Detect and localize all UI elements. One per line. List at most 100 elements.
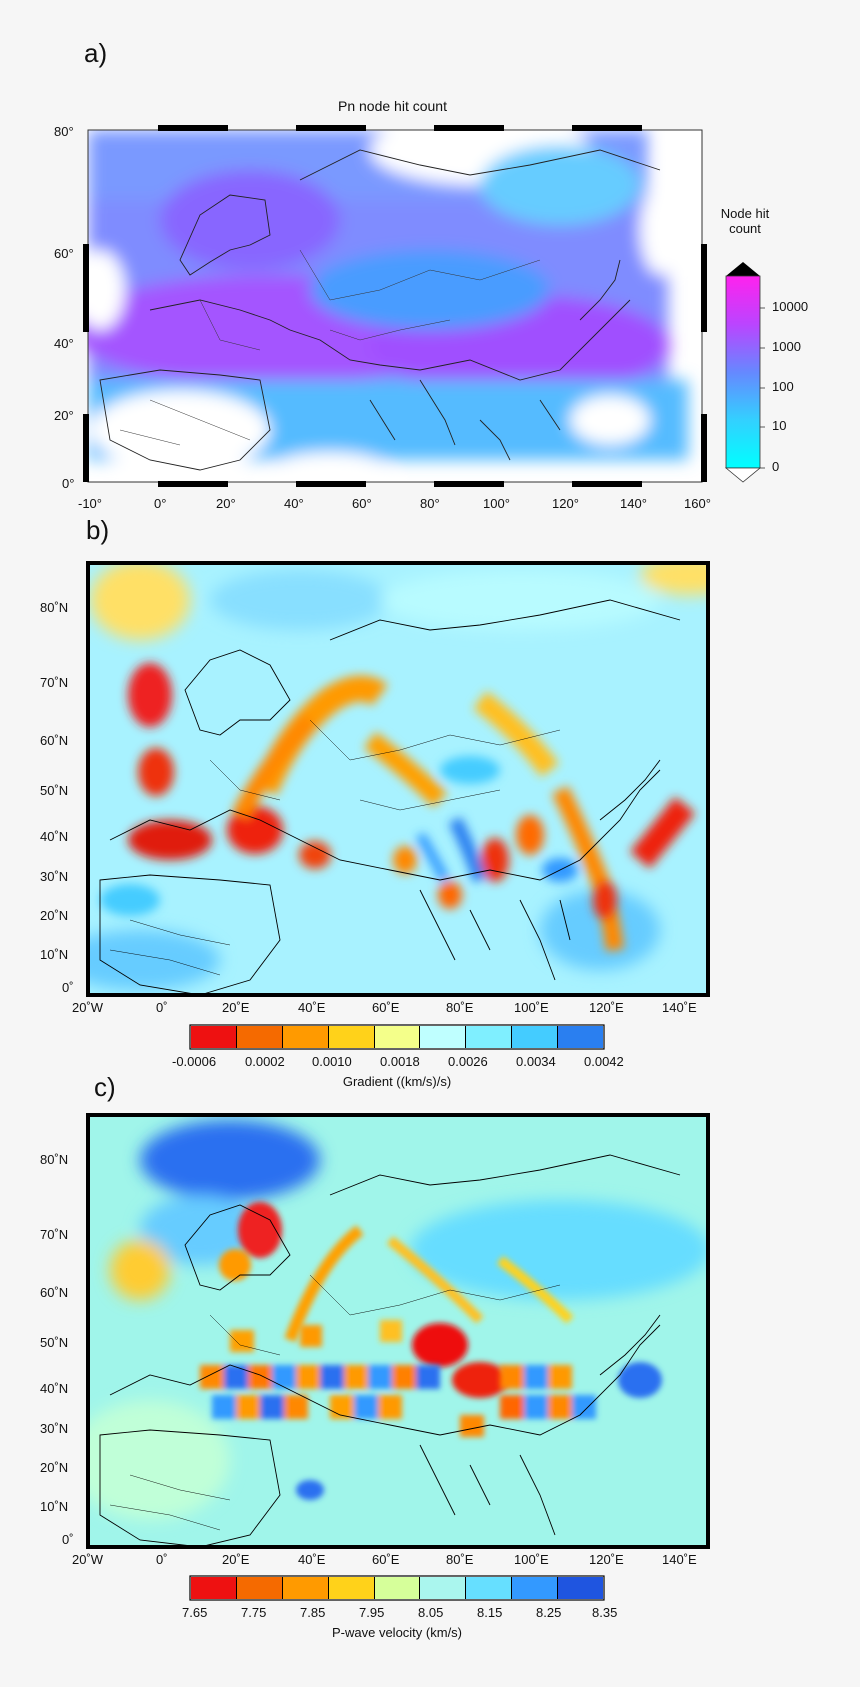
colorbar-swatch	[420, 1026, 467, 1048]
panel-b-colorbar-label: -0.0006	[172, 1054, 217, 1069]
panel-c-colorbar-label: 8.25	[536, 1605, 562, 1620]
panel-b-colorbar-label: 0.0026	[448, 1054, 488, 1069]
panel-a-ytick: 40°	[54, 336, 74, 351]
panel-b-colorbar-label: 0.0034	[516, 1054, 556, 1069]
panel-c-xtick: 60˚E	[372, 1552, 400, 1567]
colorbar-swatch	[191, 1026, 237, 1048]
panel-c-colorbar-label: 7.95	[359, 1605, 385, 1620]
panel-c-ytick: 0˚	[62, 1532, 74, 1547]
panel-c-xtick: 20˚W	[72, 1552, 104, 1567]
panel-c-colorbar-label: 8.15	[477, 1605, 503, 1620]
panel-c-colorbar-label: 7.65	[182, 1605, 208, 1620]
panel-c-colorbar-title: P-wave velocity (km/s)	[331, 1625, 463, 1640]
colorbar-swatch	[466, 1577, 513, 1599]
panel-a-ytick: 20°	[54, 408, 74, 423]
colorbar-swatch	[512, 1026, 559, 1048]
panel-b-xtick: 40˚E	[298, 1000, 326, 1015]
panel-a-xtick: 40°	[284, 496, 304, 511]
panel-c-colorbar-label: 7.75	[241, 1605, 267, 1620]
colorbar-swatch	[512, 1577, 559, 1599]
panel-b-colorbar-label: 0.0002	[245, 1054, 285, 1069]
panel-b-ytick: 10˚N	[40, 947, 69, 962]
panel-a-colorbar-label: 100	[772, 379, 794, 394]
panel-b-colorbar-label: 0.0042	[584, 1054, 624, 1069]
panel-b-xtick: 80˚E	[446, 1000, 474, 1015]
colorbar-swatch	[236, 1577, 283, 1599]
panel-b-xtick: 60˚E	[372, 1000, 400, 1015]
panel-b-colorbar-label: 0.0018	[380, 1054, 420, 1069]
colorbar-swatch	[420, 1577, 467, 1599]
panel-b-xtick: 0˚	[156, 1000, 168, 1015]
panel-b-label: b)	[86, 515, 110, 545]
panel-b-xtick: 120˚E	[589, 1000, 624, 1015]
colorbar-swatch	[328, 1577, 375, 1599]
panel-b-ytick: 0˚	[62, 980, 74, 995]
panel-a-xtick: 80°	[420, 496, 440, 511]
colorbar-swatch	[236, 1026, 283, 1048]
panel-c-colorbar-label: 8.05	[418, 1605, 444, 1620]
colorbar-swatch	[466, 1026, 513, 1048]
panel-c-colorbar-swatches	[191, 1577, 604, 1599]
colorbar-swatch	[282, 1577, 329, 1599]
panel-b-ytick: 70˚N	[40, 675, 69, 690]
panel-c-xtick: 140˚E	[662, 1552, 697, 1567]
colorbar-swatch	[558, 1026, 604, 1048]
panel-a-xtick: 20°	[216, 496, 236, 511]
panel-b-ytick: 20˚N	[40, 908, 69, 923]
panel-a-label: a)	[84, 38, 108, 68]
panel-a-ytick: 80°	[54, 124, 74, 139]
colorbar-swatch	[328, 1026, 375, 1048]
colorbar-title-line1: Node hit	[720, 206, 770, 221]
panel-a-colorbar-label: 1000	[772, 339, 801, 354]
colorbar-swatch	[191, 1577, 237, 1599]
panel-c-map	[88, 1115, 708, 1547]
panel-b-colorbar-label: 0.0010	[312, 1054, 352, 1069]
panel-c-ytick: 30˚N	[40, 1421, 69, 1436]
panel-a-ytick: 60°	[54, 246, 74, 261]
panel-c-label: c)	[94, 1072, 116, 1102]
panel-c-ytick: 20˚N	[40, 1460, 69, 1475]
panel-a-colorbar-label: 10	[772, 418, 787, 433]
panel-b-map	[88, 563, 708, 995]
panel-a-colorbar-title: Node hit count	[716, 206, 774, 236]
panel-c-colorbar-label: 8.35	[592, 1605, 618, 1620]
panel-a-xtick: 0°	[154, 496, 167, 511]
panel-a-colorbar	[725, 275, 761, 469]
panel-b-ytick: 80˚N	[40, 600, 69, 615]
panel-c-ytick: 80˚N	[40, 1152, 69, 1167]
panel-b-colorbar-swatches	[191, 1026, 604, 1048]
panel-a-colorbar-label: 0	[772, 459, 780, 474]
panel-c-ytick: 50˚N	[40, 1335, 69, 1350]
panel-b-xtick: 140˚E	[662, 1000, 697, 1015]
panel-c-xtick: 100˚E	[514, 1552, 549, 1567]
panel-b-ytick: 40˚N	[40, 829, 69, 844]
panel-a-xtick: -10°	[78, 496, 102, 511]
panel-b-xtick: 100˚E	[514, 1000, 549, 1015]
panel-c-xtick: 80˚E	[446, 1552, 474, 1567]
colorbar-swatch	[282, 1026, 329, 1048]
panel-b-colorbar-title: Gradient ((km/s)/s)	[342, 1074, 452, 1089]
panel-b-xtick: 20˚W	[72, 1000, 104, 1015]
colorbar-swatch	[374, 1026, 421, 1048]
panel-b-xtick: 20˚E	[222, 1000, 250, 1015]
panel-c-xtick: 120˚E	[589, 1552, 624, 1567]
panel-c-ytick: 10˚N	[40, 1499, 69, 1514]
panel-c-xtick: 40˚E	[298, 1552, 326, 1567]
panel-a-xtick: 160°	[684, 496, 711, 511]
panel-a-xtick: 140°	[620, 496, 647, 511]
panel-c-ytick: 40˚N	[40, 1381, 69, 1396]
panel-a-colorbar-label: 10000	[772, 299, 809, 314]
panel-b-ytick: 50˚N	[40, 783, 69, 798]
panel-b-ytick: 30˚N	[40, 869, 69, 884]
panel-c-xtick: 0˚	[156, 1552, 168, 1567]
panel-c-colorbar-label: 7.85	[300, 1605, 326, 1620]
colorbar-swatch	[558, 1577, 604, 1599]
panel-c-ytick: 70˚N	[40, 1227, 69, 1242]
panel-a-ytick: 0°	[62, 476, 75, 491]
panel-c-ytick: 60˚N	[40, 1285, 69, 1300]
colorbar-swatch	[374, 1577, 421, 1599]
colorbar-title-line2: count	[729, 221, 761, 236]
panel-a-xtick: 60°	[352, 496, 372, 511]
panel-a-xtick: 100°	[483, 496, 510, 511]
